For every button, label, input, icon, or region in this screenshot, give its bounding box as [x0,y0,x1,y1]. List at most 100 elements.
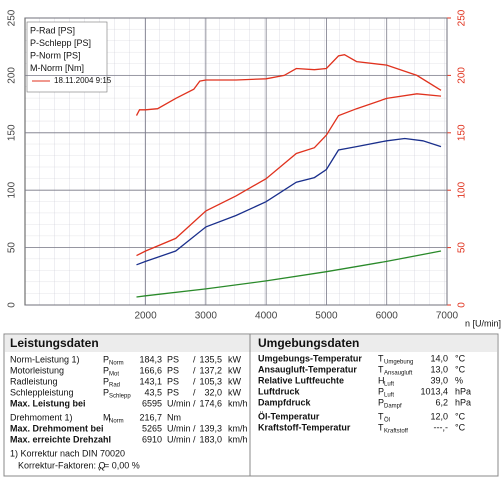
row-unit: km/h [228,423,248,433]
row-unit: kW [228,354,242,364]
row-label: Norm-Leistung 1) [10,354,80,364]
table-frame [3,333,499,477]
row-label: Relative Luftfeuchte [258,375,344,385]
row-symbol: P [103,354,109,364]
row-label: Öl-Temperatur [258,411,320,421]
row-unit: °C [455,411,466,421]
row-unit: °C [455,353,466,363]
row-symbol: T [378,422,384,432]
row-unit: hPa [455,397,471,407]
y-tick-label: 200 [7,67,18,84]
row-label: Drehmoment 1) [10,412,73,422]
row-symbol: T [378,364,384,374]
row-separator: / [193,354,196,364]
row-unit: kW [228,387,242,397]
note: = 0,00 % [104,460,140,470]
row-value: 13,0 [430,364,448,374]
row-value: ---,- [434,422,449,432]
row-label: Max. Leistung bei [10,398,86,408]
legend-entry: P-Norm [PS] [30,50,81,60]
y2-tick-label: 250 [457,9,468,26]
row-value: 137,2 [199,365,222,375]
row-symbol: H [378,375,385,385]
row-symbol-sub: Schlepp [109,394,131,400]
row-unit: PS [167,354,179,364]
y-tick-label: 150 [7,124,18,141]
row-symbol: T [378,411,384,421]
row-value: 1013,4 [420,386,448,396]
row-symbol-sub: Norm [109,361,124,367]
row-unit: % [455,375,463,385]
y2-tick-label: 200 [457,67,468,84]
row-value: 14,0 [430,353,448,363]
note-sub: v [98,467,101,473]
x-tick-label: 5000 [315,311,338,322]
y-tick-label: 100 [7,181,18,198]
row-unit: PS [167,387,179,397]
row-symbol: M [103,412,111,422]
row-unit: U/min [167,434,191,444]
row-unit: PS [167,376,179,386]
row-value: 39,0 [430,375,448,385]
row-symbol: P [103,365,109,375]
row-value: 135,5 [199,354,222,364]
row-separator: / [193,398,196,408]
row-unit: hPa [455,386,471,396]
series-line [135,54,442,116]
row-symbol-sub: Mot [109,372,119,378]
row-symbol: P [378,386,384,396]
row-value: 184,3 [139,354,162,364]
row-unit: °C [455,422,466,432]
row-value: 43,5 [144,387,162,397]
row-symbol-sub: Umgebung [384,360,413,366]
note: Korrektur-Faktoren: Q [18,460,106,470]
row-value: 6595 [142,398,162,408]
legend-entry: P-Schlepp [PS] [30,38,91,48]
row-unit: PS [167,365,179,375]
row-value: 32,0 [204,387,222,397]
row-value: 5265 [142,423,162,433]
legend-note: 18.11.2004 9:15 [54,76,112,85]
table-header-bg [5,335,497,352]
y2-tick-label: 150 [457,124,468,141]
row-separator: / [193,365,196,375]
row-label: Motorleistung [10,365,64,375]
row-label: Schleppleistung [10,387,74,397]
row-label: Luftdruck [258,386,300,396]
row-symbol: P [378,397,384,407]
y-tick-label: 0 [7,302,18,308]
row-symbol-sub: Öl [384,417,390,424]
section-title: Leistungsdaten [10,336,99,350]
y2-tick-label: 0 [457,302,468,308]
y2-tick-label: 50 [457,242,468,254]
row-symbol-sub: Luft [384,382,394,388]
row-separator: / [193,423,196,433]
x-tick-label: 3000 [195,311,218,322]
row-unit: km/h [228,398,248,408]
row-symbol-sub: Ansaugluft [384,371,413,377]
row-symbol-sub: Rad [109,383,120,389]
y-tick-label: 250 [7,9,18,26]
row-symbol-sub: Kraftstoff [384,429,408,435]
row-label: Radleistung [10,376,58,386]
y-tick-label: 50 [7,242,18,254]
row-value: 6910 [142,434,162,444]
row-unit: U/min [167,423,191,433]
row-value: 105,3 [199,376,222,386]
row-unit: km/h [228,434,248,444]
row-label: Kraftstoff-Temperatur [258,422,351,432]
row-label: Max. Drehmoment bei [10,423,104,433]
row-value: 6,2 [435,397,448,407]
section-title: Umgebungsdaten [258,336,359,350]
row-symbol: P [103,376,109,386]
row-value: 12,0 [430,411,448,421]
series-line [136,137,442,266]
row-symbol-sub: Luft [384,393,394,399]
row-value: 174,6 [199,398,222,408]
row-value: 139,3 [199,423,222,433]
row-symbol-sub: Norm [109,419,124,425]
row-symbol-sub: Dampf [384,404,402,410]
x-axis-label: n [U/min] [465,318,501,328]
note: 1) Korrektur nach DIN 70020 [10,448,125,458]
